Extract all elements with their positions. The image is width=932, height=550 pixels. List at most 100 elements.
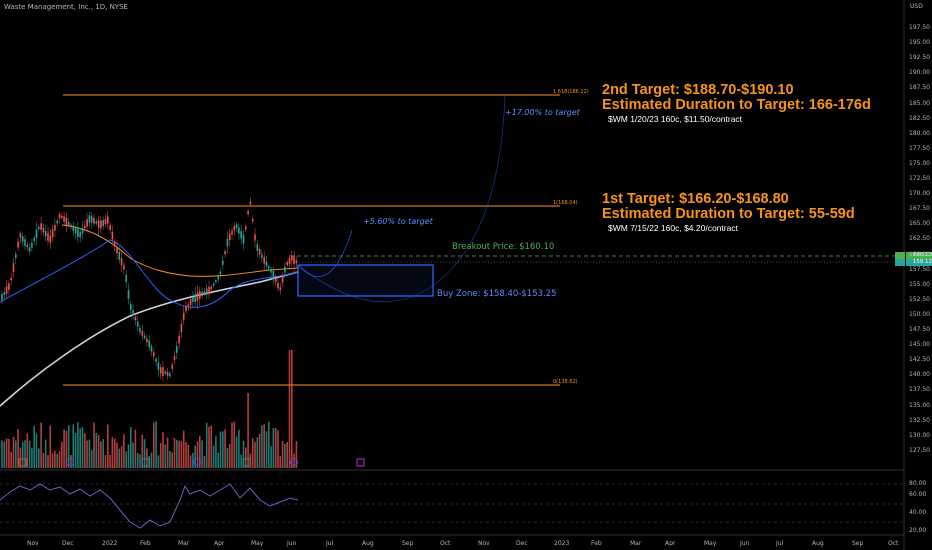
candle-body [164, 371, 167, 374]
volume-bar [90, 450, 93, 468]
volume-bar [176, 439, 178, 468]
candle-body [93, 217, 95, 224]
volume-bar [293, 453, 295, 468]
candle-body [224, 251, 226, 255]
candle-body [65, 217, 68, 225]
candle-body [44, 230, 47, 237]
volume-bar [235, 436, 238, 468]
volume-series[interactable] [1, 350, 298, 468]
volume-bar [19, 447, 22, 468]
time-tick: 2023 [554, 540, 570, 547]
candle-body [100, 220, 102, 229]
volume-bar [15, 440, 17, 468]
candle-body [118, 251, 121, 260]
candle-body [113, 241, 116, 247]
dividend-marker[interactable] [290, 458, 298, 466]
volume-bar [224, 429, 226, 468]
volume-bar [31, 447, 33, 468]
volume-bar [187, 444, 190, 468]
volume-bar [123, 434, 125, 468]
candle-body [235, 224, 238, 228]
earnings-marker[interactable] [242, 458, 251, 467]
price-tick: 165.00 [909, 220, 930, 228]
future-earnings-marker[interactable] [356, 458, 365, 467]
candle-body [247, 211, 249, 215]
candle-body [217, 276, 219, 280]
projection-arc-2[interactable] [297, 94, 506, 303]
candle-body [277, 282, 279, 289]
dividend-marker[interactable] [193, 458, 201, 466]
time-tick: Mar [630, 540, 642, 547]
candle-body [136, 321, 139, 327]
candle-body [8, 283, 10, 291]
candle-body [249, 201, 252, 205]
target1-duration: Estimated Duration to Target: 55-59d [602, 206, 855, 222]
candle-body [141, 331, 144, 336]
candle-body [159, 367, 162, 374]
projection-arc-1[interactable] [297, 229, 353, 277]
fib-label-0: 0(138.62) [553, 379, 578, 385]
volume-bar [21, 441, 24, 468]
dividend-marker[interactable] [66, 458, 74, 466]
price-tick: 142.50 [909, 356, 930, 364]
event-markers[interactable] [18, 458, 365, 467]
volume-bar [116, 442, 118, 468]
price-tick: 180.00 [909, 129, 930, 137]
volume-bar [258, 433, 261, 468]
price-tag-upper: 160.10 [906, 252, 932, 259]
volume-bar [270, 446, 272, 468]
volume-bar [274, 427, 277, 468]
price-tick: 127.50 [909, 446, 930, 454]
buy-zone-box[interactable] [297, 264, 434, 297]
volume-bar [146, 448, 148, 468]
volume-bar [242, 440, 245, 468]
earnings-marker[interactable] [18, 458, 27, 467]
volume-bar [67, 425, 70, 468]
pct-target2-label: +17.00% to target [505, 108, 580, 117]
candlestick-series[interactable] [1, 197, 298, 381]
candle-body [295, 260, 298, 264]
price-tick: 137.50 [909, 386, 930, 394]
price-tick: 182.50 [909, 114, 930, 122]
price-tick: 130.00 [909, 431, 930, 439]
price-tick: 147.50 [909, 326, 930, 333]
volume-bar [240, 454, 242, 468]
candle-body [196, 292, 199, 301]
candle-body [150, 346, 153, 352]
candle-body [288, 257, 291, 264]
volume-bar [261, 425, 263, 468]
candle-body [226, 238, 229, 247]
volume-bar [104, 455, 107, 468]
price-tag-bg-upper [895, 252, 905, 259]
symbol-header[interactable]: Waste Management, Inc., 1D, NYSE [4, 3, 128, 11]
volume-bar [12, 436, 15, 468]
candle-body [107, 216, 109, 224]
volume-bar [171, 452, 173, 468]
candle-body [155, 358, 157, 362]
rsi-tick: 80.00 [909, 480, 927, 487]
volume-bar [70, 454, 72, 468]
volume-bar [254, 441, 256, 468]
volume-bar [279, 455, 282, 468]
candle-body [86, 219, 88, 227]
candle-body [33, 238, 35, 241]
volume-bar [281, 440, 284, 468]
candle-body [208, 286, 210, 295]
volume-bar [233, 421, 236, 468]
volume-bar [61, 441, 63, 468]
volume-bar [49, 425, 52, 468]
candle-body [102, 220, 104, 226]
candle-body [240, 231, 242, 239]
candle-body [109, 225, 111, 230]
rsi-line[interactable] [0, 483, 299, 529]
split-marker[interactable] [141, 458, 150, 467]
candle-body [281, 275, 284, 283]
candle-body [254, 234, 256, 241]
volume-bar [81, 426, 84, 468]
volume-bar [157, 455, 160, 468]
volume-bar [189, 455, 192, 468]
volume-bar [136, 452, 139, 468]
candle-body [263, 256, 265, 264]
candle-body [84, 225, 86, 229]
